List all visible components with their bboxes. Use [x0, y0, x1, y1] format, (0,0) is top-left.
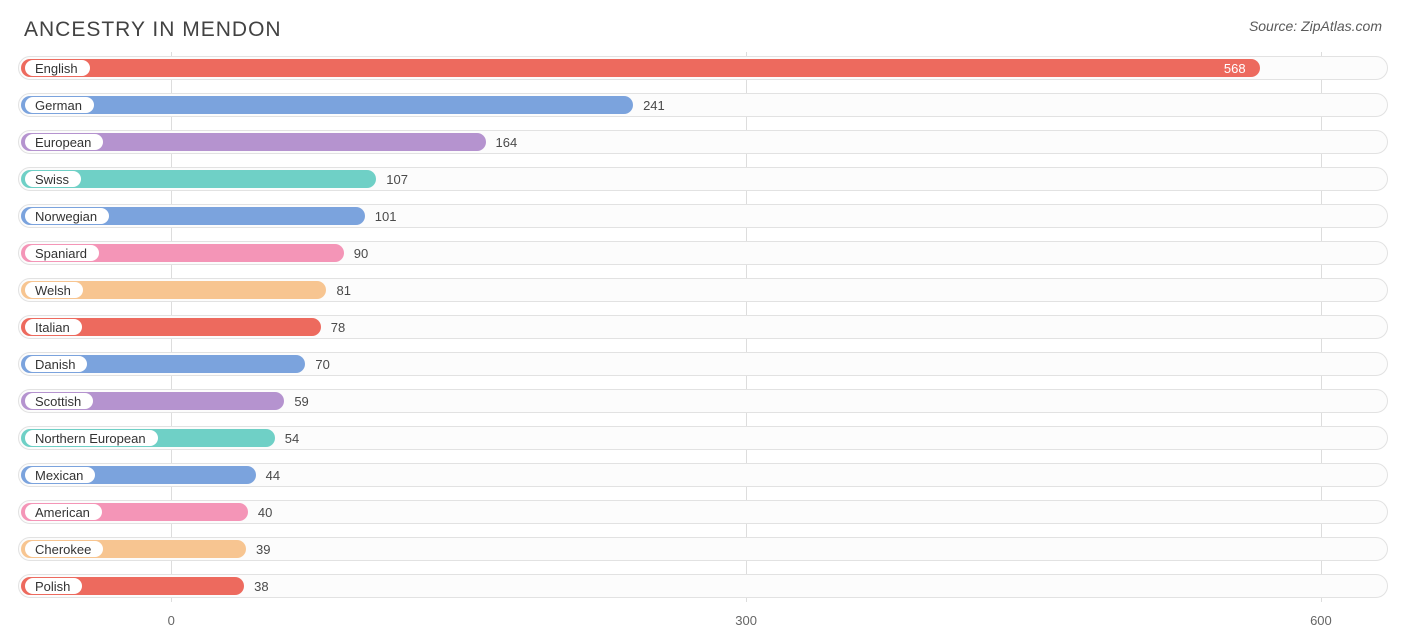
bar-row: Spaniard 90	[18, 237, 1388, 269]
bar-value-label: 81	[326, 274, 350, 306]
chart-source: Source: ZipAtlas.com	[1249, 18, 1382, 34]
bar-value-label: 164	[486, 126, 518, 158]
bar-value-label: 44	[256, 459, 280, 491]
bar-row: European 164	[18, 126, 1388, 158]
bar-value-label: 40	[248, 496, 272, 528]
bar-value-label: 39	[246, 533, 270, 565]
bar-category-pill: German	[25, 97, 94, 113]
bar-row: American 40	[18, 496, 1388, 528]
bar-category-pill: European	[25, 134, 103, 150]
bar-row: Northern European 54	[18, 422, 1388, 454]
bar-category-pill: Northern European	[25, 430, 158, 446]
x-axis-tick-label: 600	[1310, 613, 1332, 628]
bar-category-pill: Italian	[25, 319, 82, 335]
bar-value-label: 107	[376, 163, 408, 195]
bar-category-pill: Spaniard	[25, 245, 99, 261]
bar-row: Danish 70	[18, 348, 1388, 380]
x-axis-tick-label: 300	[735, 613, 757, 628]
bar-category-pill: Welsh	[25, 282, 83, 298]
chart-title: ANCESTRY IN MENDON	[24, 18, 282, 42]
chart-plot-area: English568 German 241 European 164 Swiss 107 No…	[18, 52, 1388, 602]
x-axis-tick-label: 0	[168, 613, 175, 628]
bar-row: Polish 38	[18, 570, 1388, 602]
bar-category-pill: Norwegian	[25, 208, 109, 224]
bar-category-pill: Polish	[25, 578, 82, 594]
bar-category-pill: Scottish	[25, 393, 93, 409]
bar-row: Italian 78	[18, 311, 1388, 343]
bar	[21, 96, 633, 114]
bar-row: Mexican 44	[18, 459, 1388, 491]
bar-value-label: 78	[321, 311, 345, 343]
bar-row: Norwegian 101	[18, 200, 1388, 232]
bar-row: German 241	[18, 89, 1388, 121]
bar-category-pill: Swiss	[25, 171, 81, 187]
bar-row: Welsh 81	[18, 274, 1388, 306]
bar-value-label: 54	[275, 422, 299, 454]
bar-category-pill: Danish	[25, 356, 87, 372]
bar-row: Swiss 107	[18, 163, 1388, 195]
bar-category-pill: Mexican	[25, 467, 95, 483]
bar-value-label: 38	[244, 570, 268, 602]
chart-container: English568 German 241 European 164 Swiss 107 No…	[0, 52, 1406, 637]
bar-row: Scottish 59	[18, 385, 1388, 417]
bar-value-label: 568	[18, 52, 1260, 84]
bar-value-label: 59	[284, 385, 308, 417]
bar-value-label: 70	[305, 348, 329, 380]
bar-row: English568	[18, 52, 1388, 84]
chart-header: ANCESTRY IN MENDON Source: ZipAtlas.com	[0, 0, 1406, 52]
bar-value-label: 90	[344, 237, 368, 269]
bar-category-pill: Cherokee	[25, 541, 103, 557]
bar-value-label: 101	[365, 200, 397, 232]
bar-row: Cherokee 39	[18, 533, 1388, 565]
bar-value-label: 241	[633, 89, 665, 121]
x-axis: 0 300 600	[18, 607, 1388, 637]
bar-category-pill: American	[25, 504, 102, 520]
